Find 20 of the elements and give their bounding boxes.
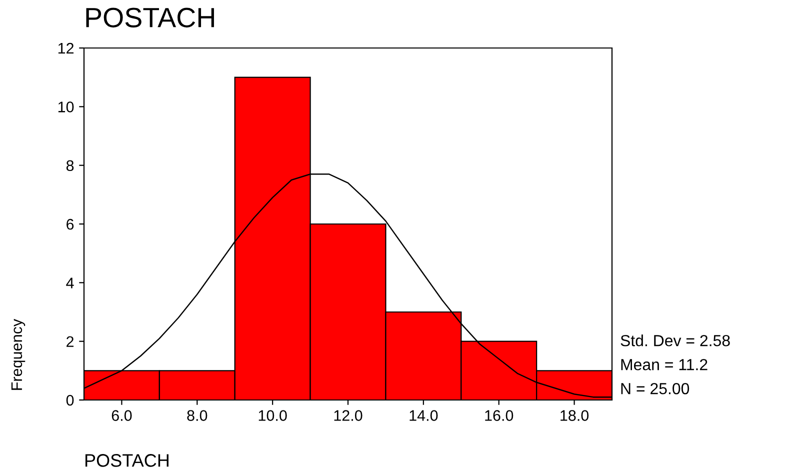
y-tick-label: 2	[66, 336, 74, 347]
y-tick-label: 0	[66, 394, 74, 406]
x-tick-label: 18.0	[560, 410, 589, 421]
x-tick-label: 6.0	[112, 410, 132, 421]
y-axis-title: Frequency	[11, 318, 26, 390]
text: Mean = 11.2	[621, 358, 708, 370]
y-tick-label: 8	[66, 160, 74, 172]
y-tick-label: 10	[58, 102, 74, 112]
x-tick-label: 10.0	[258, 410, 287, 421]
text: N = 25.00	[621, 382, 690, 394]
y-tick-label: 12	[58, 42, 74, 54]
x-tick-label: 8.0	[187, 410, 208, 421]
chart-title: POSTACH	[86, 8, 214, 28]
y-tick-label: 6	[66, 218, 74, 230]
y-tick-label: 4	[66, 278, 74, 288]
x-tick-label: 12.0	[334, 410, 362, 421]
x-tick-label: 14.0	[410, 410, 438, 421]
text: Std. Dev = 2.58	[620, 334, 730, 346]
x-tick-label: 16.0	[485, 410, 514, 421]
x-axis-title: POSTACH	[85, 454, 168, 467]
